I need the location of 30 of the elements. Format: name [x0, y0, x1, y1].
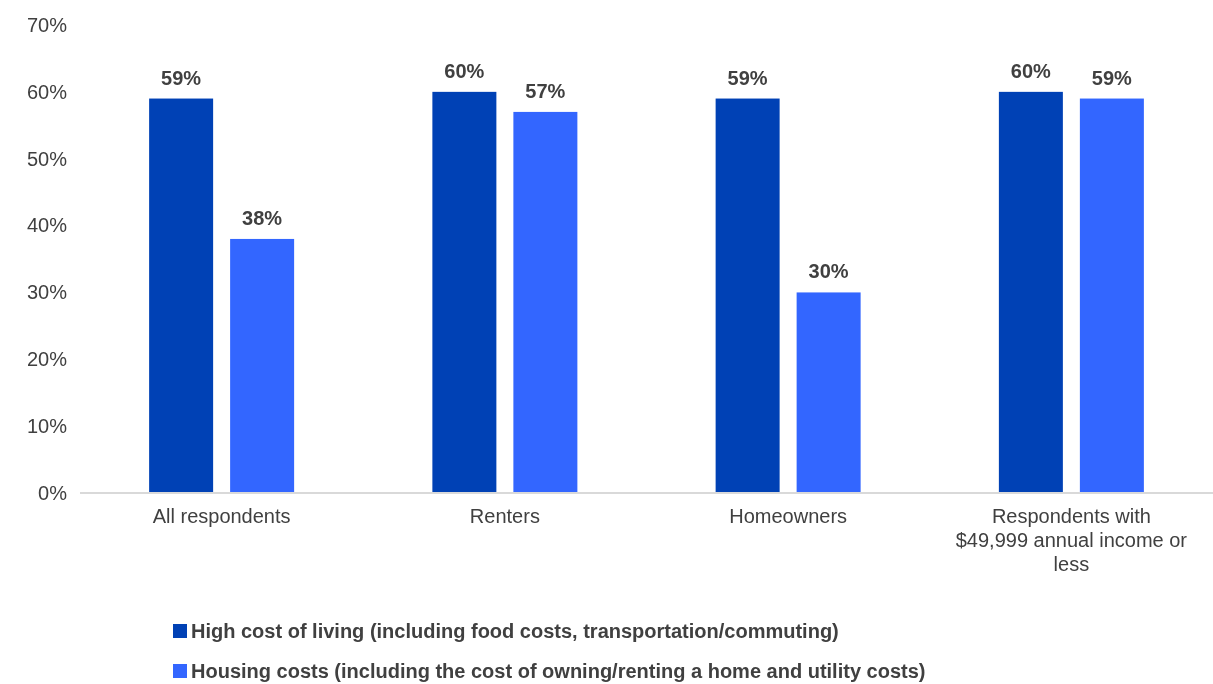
y-tick-label: 40% — [26, 214, 68, 237]
y-tick-label: 30% — [26, 281, 68, 304]
x-tick-label: Renters — [469, 505, 540, 527]
y-tick-label: 20% — [26, 348, 68, 371]
y-tick-label: 70% — [26, 13, 68, 36]
data-label: 57% — [525, 79, 566, 102]
data-label: 59% — [727, 66, 768, 89]
x-tick-label: Homeowners — [729, 505, 848, 527]
data-label: 59% — [1091, 66, 1133, 89]
x-tick-label: All respondents — [152, 505, 291, 527]
x-tick-label: Respondents with $49,999 annual income or less — [955, 505, 1188, 575]
legend-label: Housing costs (including the cost of owning/renting a home and utility costs) — [191, 660, 926, 682]
legend-label: High cost of living (including food costs, transportation/commuting) — [191, 620, 839, 642]
bar — [432, 91, 497, 493]
bar — [230, 238, 295, 493]
data-label: 60% — [444, 59, 485, 82]
bar — [149, 98, 214, 493]
data-label: 60% — [1010, 59, 1052, 82]
y-tick-label: 0% — [38, 481, 68, 504]
data-label: 38% — [242, 206, 283, 229]
y-tick-label: 50% — [26, 147, 68, 170]
bar — [715, 98, 780, 493]
bar — [796, 292, 861, 493]
data-label: 59% — [161, 66, 202, 89]
y-tick-label: 60% — [26, 80, 68, 103]
bar — [1079, 98, 1144, 493]
bar — [998, 91, 1063, 493]
y-tick-label: 10% — [26, 415, 68, 438]
bar — [513, 111, 578, 493]
data-label: 30% — [808, 260, 849, 283]
